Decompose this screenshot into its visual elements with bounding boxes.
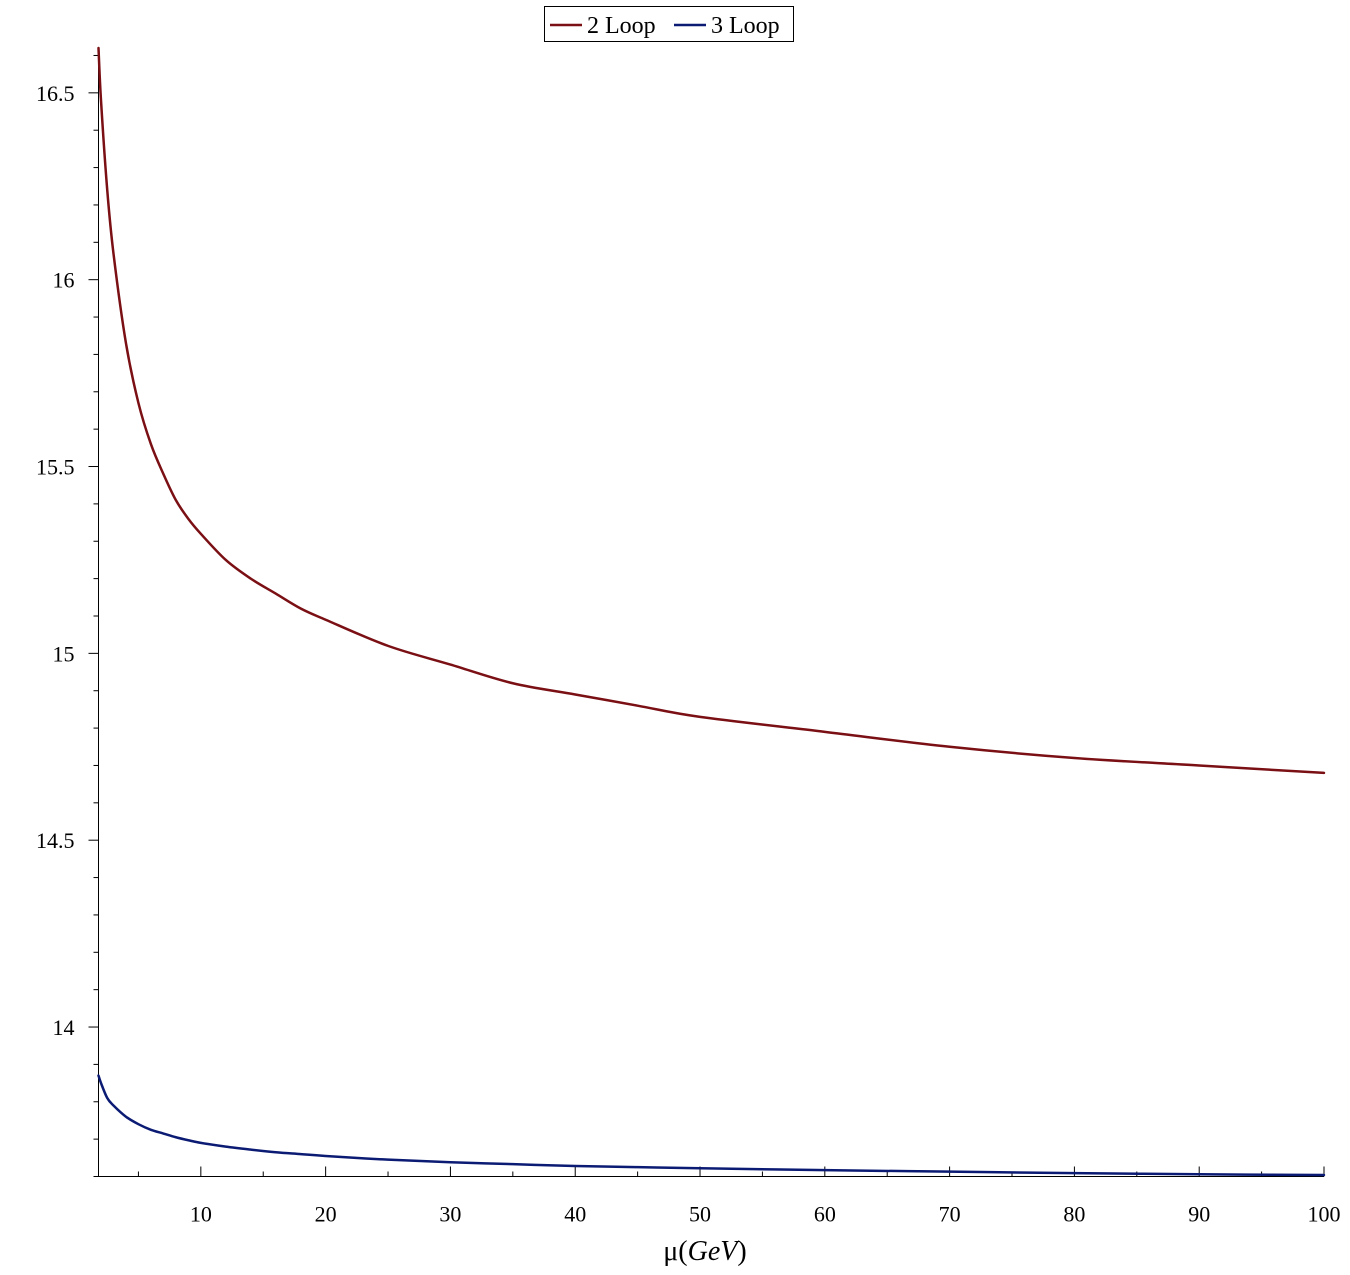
y-tick-label: 16 — [53, 268, 75, 293]
legend-label-2-loop: 2 Loop — [587, 13, 656, 39]
x-ticks: 10 20 30 40 50 60 70 80 90 100 — [137, 1166, 1341, 1227]
x-tick-label: 30 — [439, 1202, 461, 1227]
x-axis-title: μ(GeV) — [663, 1236, 746, 1267]
legend-frame — [544, 6, 794, 42]
y-ticks: 14 14.5 15 15.5 16 16.5 — [36, 54, 99, 1177]
x-axis-title-suffix: ) — [737, 1236, 746, 1267]
series-line-3-loop — [97, 1074, 1326, 1177]
series-line-2-loop — [97, 46, 1326, 775]
legend: 2 Loop 3 Loop — [544, 6, 794, 42]
x-tick-label: 80 — [1063, 1202, 1085, 1227]
x-tick-label: 60 — [814, 1202, 836, 1227]
x-tick-label: 90 — [1188, 1202, 1210, 1227]
y-tick-label: 15 — [53, 641, 75, 666]
legend-label-3-loop: 3 Loop — [711, 13, 780, 39]
x-tick-label: 40 — [564, 1202, 586, 1227]
x-axis-title-unit: GeV — [688, 1236, 741, 1267]
y-tick-label: 15.5 — [36, 455, 75, 480]
y-tick-label: 14 — [53, 1015, 75, 1040]
axes — [98, 48, 1324, 1177]
x-tick-label: 100 — [1308, 1202, 1341, 1227]
x-tick-label: 50 — [689, 1202, 711, 1227]
x-tick-label: 70 — [939, 1202, 961, 1227]
x-axis-title-prefix: μ( — [663, 1236, 687, 1267]
y-tick-label: 14.5 — [36, 828, 75, 853]
x-tick-label: 10 — [190, 1202, 212, 1227]
series-layer — [97, 46, 1326, 1177]
y-tick-label: 16.5 — [36, 81, 75, 106]
x-tick-label: 20 — [315, 1202, 337, 1227]
